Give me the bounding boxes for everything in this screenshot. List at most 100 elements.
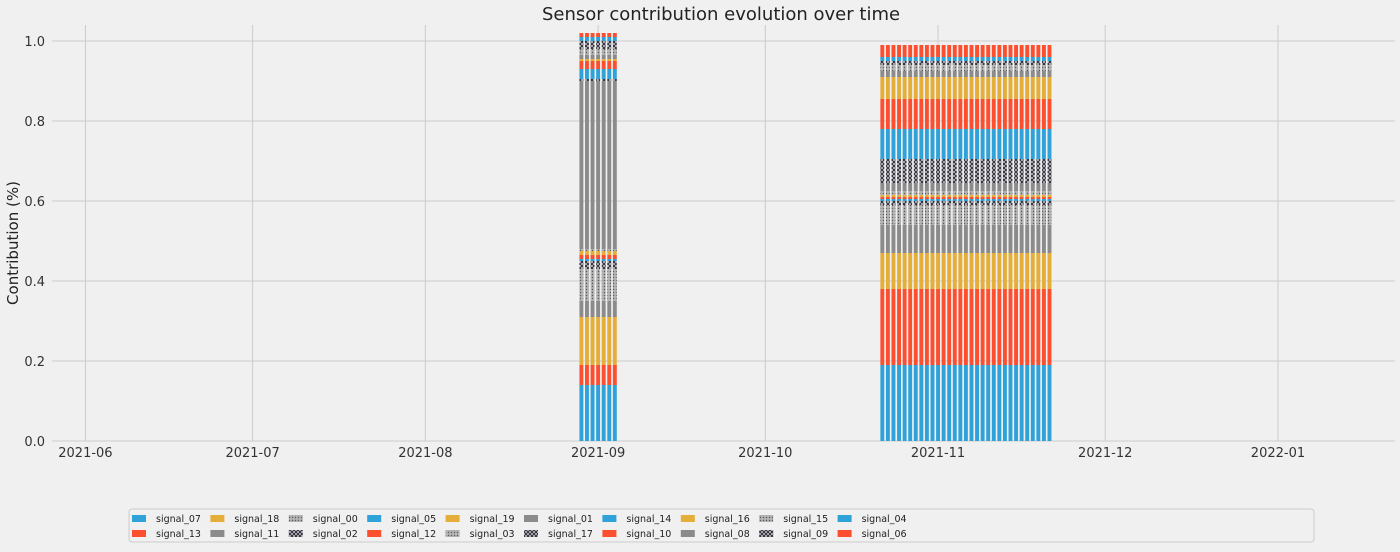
legend-label: signal_13 <box>156 529 201 540</box>
bar-segment-signal_19 <box>590 251 595 255</box>
bar-segment-signal_03 <box>596 249 601 251</box>
bar-segment-signal_08 <box>908 71 913 77</box>
bar-segment-signal_18 <box>891 253 896 289</box>
bar-segment-signal_16 <box>1047 77 1052 99</box>
bar-segment-signal_12 <box>590 255 595 259</box>
bar-segment-signal_06 <box>607 33 612 37</box>
bar-segment-signal_08 <box>952 71 957 77</box>
bar-segment-signal_05 <box>902 199 907 201</box>
bar-segment-signal_18 <box>986 253 991 289</box>
bar-segment-signal_07 <box>1002 365 1007 441</box>
legend-item: signal_08 <box>680 529 750 540</box>
legend-swatch <box>367 530 382 537</box>
bar-segment-signal_15 <box>1047 65 1052 71</box>
bar-segment-signal_13 <box>924 289 929 365</box>
bar-segment-signal_08 <box>963 71 968 77</box>
bar-segment-signal_00 <box>579 269 584 301</box>
bar-segment-signal_03 <box>980 191 985 195</box>
bar-segment-signal_09 <box>1019 61 1024 65</box>
bar-segment-signal_06 <box>952 45 957 57</box>
bar-group <box>880 45 1052 441</box>
bar-segment-signal_19 <box>936 195 940 197</box>
bar-segment-signal_10 <box>1047 99 1052 129</box>
bar-segment-signal_16 <box>991 77 996 99</box>
bar-segment-signal_00 <box>596 269 601 301</box>
bar-segment-signal_13 <box>986 289 991 365</box>
bar-segment-signal_16 <box>902 77 907 99</box>
bar-segment-signal_14 <box>1030 129 1035 159</box>
bar-segment-signal_12 <box>902 197 907 199</box>
legend-swatch <box>759 515 774 522</box>
bar-segment-signal_04 <box>880 57 885 61</box>
bar-segment-signal_19 <box>1041 195 1046 197</box>
bar-segment-signal_10 <box>991 99 996 129</box>
bar-segment-signal_10 <box>601 61 606 69</box>
legend-swatch <box>680 530 695 537</box>
legend-label: signal_18 <box>234 514 279 525</box>
bar-segment-signal_02 <box>601 261 606 269</box>
bar-segment-signal_14 <box>1008 129 1013 159</box>
bar-segment-signal_01 <box>902 183 907 191</box>
legend: signal_07 signal_13 signal_18 signal_11 sign… <box>128 508 1315 543</box>
bar-segment-signal_17 <box>930 159 935 183</box>
legend-item: signal_05 <box>367 514 436 525</box>
bar-segment-signal_15 <box>1025 65 1030 71</box>
bar-segment-signal_14 <box>585 69 589 79</box>
bar-segment-signal_18 <box>924 253 929 289</box>
bar-segment-signal_00 <box>980 205 985 225</box>
bar-segment-signal_18 <box>991 253 996 289</box>
bar-segment-signal_10 <box>952 99 957 129</box>
y-tick-label: 0.4 <box>24 275 45 290</box>
bar-segment-signal_04 <box>997 57 1002 61</box>
bar-segment-signal_13 <box>947 289 952 365</box>
bar-segment-signal_00 <box>1041 205 1046 225</box>
bar-segment-signal_08 <box>947 71 952 77</box>
bar-segment-signal_13 <box>1036 289 1041 365</box>
bar-segment-signal_15 <box>975 65 980 71</box>
bar-segment-signal_00 <box>1002 205 1007 225</box>
bar-segment-signal_07 <box>913 365 918 441</box>
bar-segment-signal_18 <box>885 253 890 289</box>
legend-item: signal_19 <box>445 514 515 525</box>
bar-segment-signal_13 <box>969 289 974 365</box>
bar-segment-signal_07 <box>1047 365 1052 441</box>
bar-segment-signal_07 <box>975 365 980 441</box>
bar-segment-signal_08 <box>601 55 606 59</box>
bar-segment-signal_08 <box>936 71 940 77</box>
bar-segment-signal_10 <box>958 99 963 129</box>
bar-segment-signal_10 <box>897 99 901 129</box>
bar-segment-signal_03 <box>941 191 946 195</box>
bar-segment-signal_04 <box>919 57 924 61</box>
bar-segment-signal_12 <box>1036 197 1041 199</box>
bar-segment-signal_11 <box>612 301 617 317</box>
bar-segment-signal_10 <box>1025 99 1030 129</box>
bar-segment-signal_11 <box>980 225 985 253</box>
legend-item: signal_07 <box>132 514 201 525</box>
bar-segment-signal_17 <box>924 159 929 183</box>
bar-segment-signal_09 <box>607 41 612 49</box>
bar-segment-signal_14 <box>579 69 584 79</box>
bar-segment-signal_19 <box>607 251 612 255</box>
bar-segment-signal_04 <box>952 57 957 61</box>
bar-segment-signal_19 <box>1014 195 1019 197</box>
bar-segment-signal_07 <box>963 365 968 441</box>
bar-segment-signal_11 <box>1030 225 1035 253</box>
bar-segment-signal_14 <box>1019 129 1024 159</box>
bar-segment-signal_03 <box>969 191 974 195</box>
bar-segment-signal_09 <box>612 41 617 49</box>
bar-segment-signal_13 <box>952 289 957 365</box>
bar-segment-signal_15 <box>1019 65 1024 71</box>
bar-segment-signal_03 <box>1030 191 1035 195</box>
legend-label: signal_08 <box>705 529 750 540</box>
bar-segment-signal_12 <box>601 255 606 259</box>
bar-segment-signal_13 <box>997 289 1002 365</box>
bar-segment-signal_10 <box>885 99 890 129</box>
bar-segment-signal_10 <box>612 61 617 69</box>
bar-segment-signal_12 <box>596 255 601 259</box>
bar-segment-signal_12 <box>963 197 968 199</box>
bar-segment-signal_18 <box>590 317 595 365</box>
bar-segment-signal_14 <box>1014 129 1019 159</box>
bar-segment-signal_06 <box>885 45 890 57</box>
bar-segment-signal_01 <box>590 81 595 249</box>
bar-segment-signal_04 <box>601 37 606 41</box>
